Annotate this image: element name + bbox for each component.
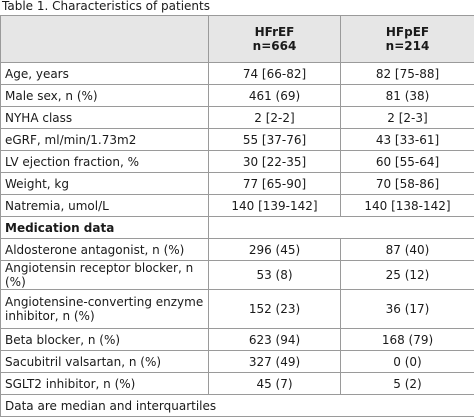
value-cell: 45 (7) (209, 373, 341, 395)
column-n: n=664 (213, 39, 336, 53)
value-cell: 327 (49) (209, 351, 341, 373)
footnote: Data are median and interquartiles (1, 395, 474, 417)
empty-cell (209, 217, 474, 239)
value-cell: 70 [58-86] (341, 173, 474, 195)
table-row: Angiotensin receptor blocker, n (%)53 (8… (1, 261, 474, 290)
value-cell: 77 [65-90] (209, 173, 341, 195)
value-cell: 152 (23) (209, 290, 341, 329)
label-cell: LV ejection fraction, % (1, 151, 209, 173)
table-row: Beta blocker, n (%)623 (94)168 (79) (1, 329, 474, 351)
value-cell: 53 (8) (209, 261, 341, 290)
section-cell: Medication data (1, 217, 209, 239)
label-cell: Male sex, n (%) (1, 85, 209, 107)
table-caption: Table 1. Characteristics of patients (0, 0, 474, 15)
table-row: Male sex, n (%)461 (69)81 (38) (1, 85, 474, 107)
header-cell (1, 16, 209, 63)
value-cell: 30 [22-35] (209, 151, 341, 173)
value-cell: 55 [37-76] (209, 129, 341, 151)
label-cell: Angiotensin receptor blocker, n (%) (1, 261, 209, 290)
value-cell: 296 (45) (209, 239, 341, 261)
value-cell: 43 [33-61] (341, 129, 474, 151)
value-cell: 140 [139-142] (209, 195, 341, 217)
label-cell: Natremia, umol/L (1, 195, 209, 217)
table-row: Angiotensine-converting enzyme inhibitor… (1, 290, 474, 329)
label-cell: eGRF, ml/min/1.73m2 (1, 129, 209, 151)
label-cell: NYHA class (1, 107, 209, 129)
label-cell: SGLT2 inhibitor, n (%) (1, 373, 209, 395)
column-n: n=214 (345, 39, 470, 53)
column-name: HFpEF (345, 25, 470, 39)
label-cell: Age, years (1, 63, 209, 85)
value-cell: 0 (0) (341, 351, 474, 373)
table-row: Medication data (1, 217, 474, 239)
value-cell: 36 (17) (341, 290, 474, 329)
label-cell: Weight, kg (1, 173, 209, 195)
table-row: Sacubitril valsartan, n (%)327 (49)0 (0) (1, 351, 474, 373)
label-cell: Angiotensine-converting enzyme inhibitor… (1, 290, 209, 329)
label-cell: Beta blocker, n (%) (1, 329, 209, 351)
value-cell: 60 [55-64] (341, 151, 474, 173)
value-cell: 74 [66-82] (209, 63, 341, 85)
table-row: LV ejection fraction, %30 [22-35]60 [55-… (1, 151, 474, 173)
table-row: Aldosterone antagonist, n (%)296 (45)87 … (1, 239, 474, 261)
footnote-row: Data are median and interquartiles (1, 395, 474, 417)
value-cell: 87 (40) (341, 239, 474, 261)
value-cell: 140 [138-142] (341, 195, 474, 217)
value-cell: 25 (12) (341, 261, 474, 290)
value-cell: 82 [75-88] (341, 63, 474, 85)
label-cell: Aldosterone antagonist, n (%) (1, 239, 209, 261)
value-cell: 81 (38) (341, 85, 474, 107)
value-cell: 623 (94) (209, 329, 341, 351)
table-row: SGLT2 inhibitor, n (%)45 (7)5 (2) (1, 373, 474, 395)
value-cell: 5 (2) (341, 373, 474, 395)
value-cell: 461 (69) (209, 85, 341, 107)
column-name: HFrEF (213, 25, 336, 39)
value-cell: 2 [2-2] (209, 107, 341, 129)
value-cell: 168 (79) (341, 329, 474, 351)
label-cell: Sacubitril valsartan, n (%) (1, 351, 209, 373)
value-cell: 2 [2-3] (341, 107, 474, 129)
